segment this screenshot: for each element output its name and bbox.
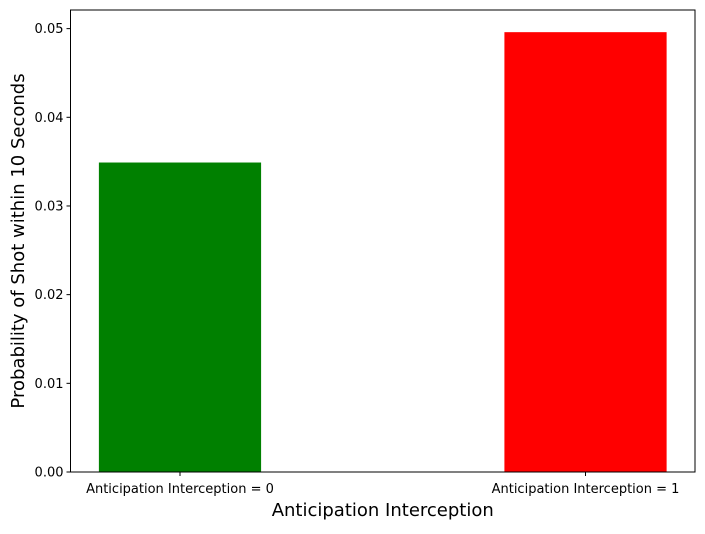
y-tick-label: 0.04: [35, 111, 64, 126]
y-tick-label: 0.03: [35, 199, 64, 214]
bars-layer: [98, 32, 667, 472]
bar-0: [98, 162, 262, 472]
x-axis-ticks: Anticipation Interception = 0 Anticipatio…: [86, 472, 679, 497]
x-axis-label: Anticipation Interception: [272, 500, 494, 521]
y-axis-ticks: 0.00 0.01 0.02 0.03 0.04 0.05: [35, 22, 71, 481]
y-tick-label: 0.05: [35, 22, 64, 37]
y-tick-label: 0.00: [35, 466, 64, 481]
x-tick-label: Anticipation Interception = 0: [86, 482, 274, 497]
y-tick-label: 0.01: [35, 377, 64, 392]
plot-frame: [70, 9, 696, 473]
y-tick-label: 0.02: [35, 288, 64, 303]
y-axis-label: Probability of Shot within 10 Seconds: [8, 73, 29, 408]
x-tick-label: Anticipation Interception = 1: [492, 482, 680, 497]
bar-1: [504, 32, 667, 472]
